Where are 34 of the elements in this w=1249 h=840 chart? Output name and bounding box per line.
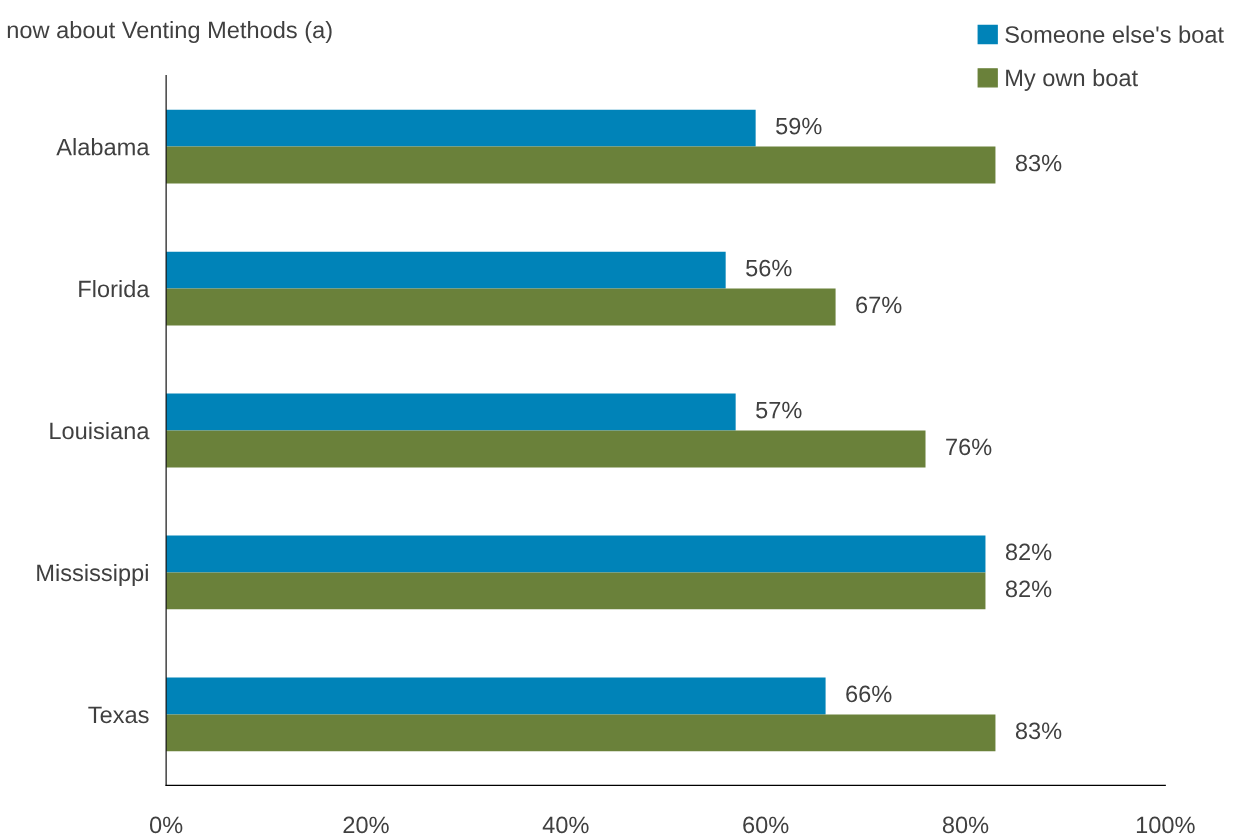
x-tick-label: 100% — [1136, 816, 1195, 834]
bar — [166, 535, 986, 573]
data-label: 67% — [856, 296, 902, 314]
data-label: 59% — [776, 117, 822, 135]
x-tick-label: 60% — [743, 816, 789, 834]
legend-label: Someone else's boat — [1005, 25, 1224, 43]
bar — [166, 109, 756, 147]
y-tick-label: Alabama — [56, 138, 150, 156]
legend-label: My own boat — [1006, 68, 1138, 91]
x-tick-label: 80% — [942, 816, 989, 834]
bar — [166, 146, 996, 184]
x-tick-label: 0% — [149, 816, 183, 834]
bar — [166, 430, 926, 468]
data-label: 57% — [756, 401, 802, 419]
data-label: 76% — [946, 438, 992, 456]
chart-title: now about Venting Methods (a) — [7, 21, 332, 44]
data-label: 82% — [1005, 543, 1052, 561]
y-tick-label: Mississippi — [37, 563, 148, 586]
data-label: 83% — [1015, 154, 1062, 172]
data-label: 83% — [1015, 722, 1062, 740]
x-tick-label: 20% — [343, 816, 389, 834]
y-tick-label: Louisiana — [50, 421, 150, 440]
data-label: 66% — [846, 685, 892, 703]
y-tick-label: Florida — [79, 279, 150, 298]
bar — [166, 288, 836, 326]
bar — [166, 393, 736, 431]
y-tick-label: Texas — [88, 706, 149, 724]
data-label: 56% — [746, 259, 792, 277]
bar — [166, 251, 726, 289]
x-tick-label: 40% — [542, 816, 589, 834]
bar — [166, 572, 986, 610]
bar — [166, 677, 826, 715]
data-label: 82% — [1005, 580, 1052, 598]
bar — [166, 714, 996, 752]
